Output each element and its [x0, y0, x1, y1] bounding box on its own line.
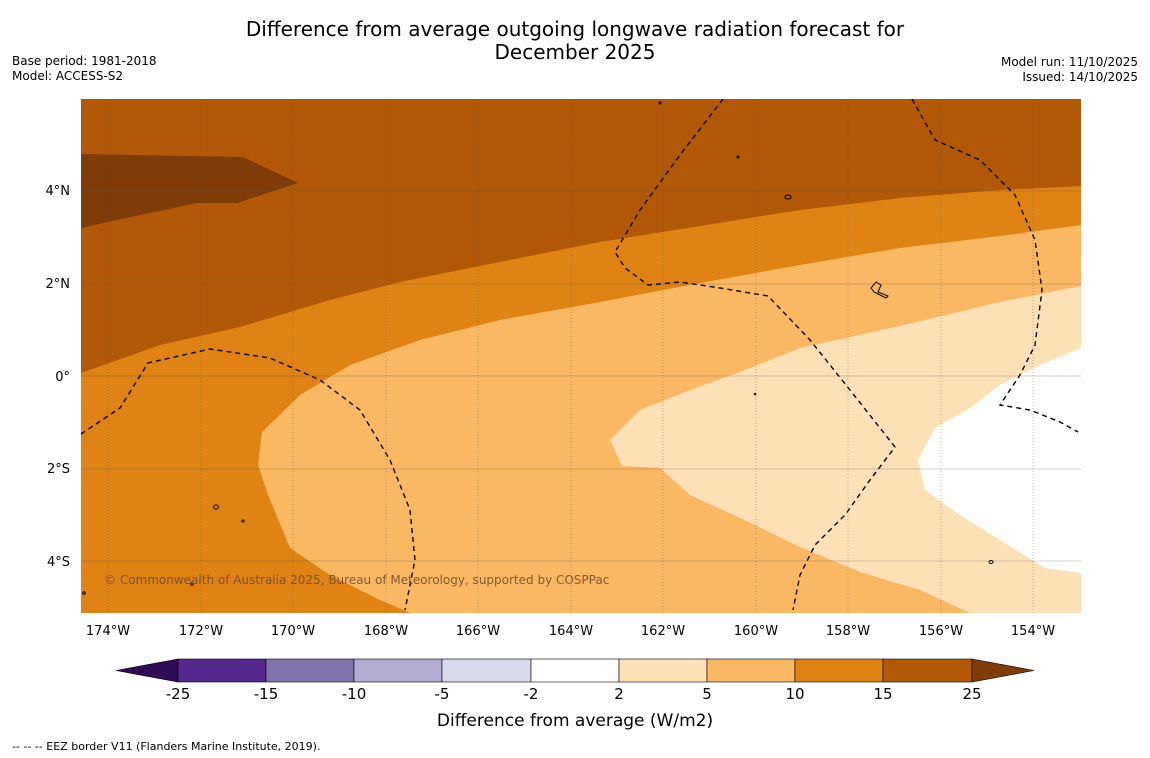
lon-label: 164°W — [549, 624, 593, 639]
issued-date: Issued: 14/10/2025 — [1022, 70, 1138, 84]
colorbar-swatch — [794, 658, 884, 683]
lon-label: 158°W — [826, 624, 870, 639]
map-title-line2: December 2025 — [494, 40, 656, 64]
lon-label: 166°W — [456, 624, 500, 639]
copyright-note: © Commonwealth of Australia 2025, Bureau… — [104, 573, 609, 587]
island — [736, 155, 740, 159]
colorbar-ticks: -25 -15 -10 -5 -2 2 5 10 15 25 — [166, 685, 982, 703]
lat-label: 2°S — [47, 462, 70, 477]
colorbar-tick: -5 — [435, 685, 450, 703]
run-info: Model run: 11/10/2025 Issued: 14/10/2025 — [1001, 55, 1138, 85]
island — [870, 281, 889, 299]
island — [658, 101, 662, 105]
colorbar-swatch — [530, 658, 620, 683]
colorbar-tick: -2 — [524, 685, 539, 703]
colorbar-swatch — [177, 658, 267, 683]
latitude-labels: 4°N 2°N 0° 2°S 4°S — [46, 184, 71, 570]
band-15-25 — [81, 99, 1081, 373]
colorbar-tick: 15 — [873, 685, 892, 703]
colorbar-tick: 5 — [702, 685, 712, 703]
colorbar-tick: 10 — [785, 685, 804, 703]
anomaly-field: © Commonwealth of Australia 2025, Bureau… — [81, 99, 1081, 613]
base-period: Base period: 1981-2018 — [12, 54, 157, 68]
lon-label: 156°W — [919, 624, 963, 639]
lon-label: 162°W — [641, 624, 685, 639]
islands — [82, 101, 994, 595]
island — [190, 582, 194, 586]
model-run-date: Model run: 11/10/2025 — [1000, 55, 1138, 69]
model-name: Model: ACCESS-S2 — [12, 69, 124, 83]
lat-label: 4°N — [46, 184, 71, 199]
eez-border-east — [911, 99, 1079, 433]
island — [82, 591, 86, 595]
eez-border-central — [614, 99, 896, 611]
lon-label: 160°W — [734, 624, 778, 639]
band-neutral — [918, 348, 1081, 573]
colorbar-swatch — [265, 658, 355, 683]
map-title-line1: Difference from average outgoing longwav… — [245, 17, 905, 41]
eez-legend-note: -- -- -- EEZ border V11 (Flanders Marine… — [12, 740, 321, 753]
colorbar-swatch — [353, 658, 443, 683]
colorbar-title: Difference from average (W/m2) — [437, 711, 713, 731]
island — [784, 194, 792, 200]
colorbar-tick: 25 — [962, 685, 981, 703]
lon-label: 154°W — [1011, 624, 1055, 639]
colorbar-swatch — [706, 658, 796, 683]
colorbar-swatch — [882, 658, 973, 683]
band-2-5 — [610, 286, 1081, 613]
colorbar — [115, 658, 1035, 683]
lon-label: 168°W — [364, 624, 408, 639]
lat-label: 2°N — [46, 277, 71, 292]
eez-borders — [81, 99, 1079, 611]
colorbar-extend-low — [115, 658, 179, 683]
lat-label: 0° — [55, 370, 70, 385]
colorbar-tick: -15 — [254, 685, 279, 703]
island — [241, 519, 245, 523]
longitude-labels: 174°W 172°W 170°W 168°W 166°W 164°W 162°… — [86, 624, 1055, 639]
colorbar-swatch — [618, 658, 708, 683]
model-info: Base period: 1981-2018 Model: ACCESS-S2 — [12, 54, 157, 84]
lat-label: 4°S — [47, 555, 70, 570]
island — [213, 504, 219, 510]
map-title: Difference from average outgoing longwav… — [200, 18, 950, 64]
lon-label: 172°W — [179, 624, 223, 639]
lon-label: 174°W — [86, 624, 130, 639]
lon-label: 170°W — [271, 624, 315, 639]
eez-border-kiribati-west — [81, 348, 416, 611]
island — [753, 392, 757, 396]
island — [988, 560, 994, 564]
colorbar-swatch — [441, 658, 532, 683]
colorbar-tick: 2 — [614, 685, 624, 703]
colorbar-tick: -25 — [166, 685, 191, 703]
colorbar-tick: -10 — [342, 685, 367, 703]
latitude-gridlines — [81, 190, 1081, 562]
colorbar-extend-high — [971, 658, 1035, 683]
